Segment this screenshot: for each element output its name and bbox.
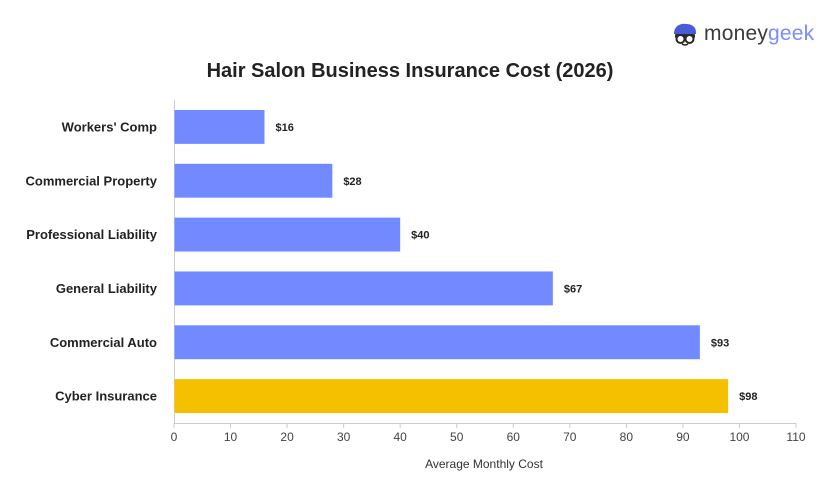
bar (174, 163, 333, 198)
x-tick-label: 10 (224, 430, 238, 444)
data-label: $93 (711, 337, 729, 349)
category-label: Workers' Comp (62, 119, 157, 134)
brand-logo[interactable]: moneygeek (672, 20, 814, 48)
data-label: $40 (411, 230, 429, 242)
x-tick-label: 50 (450, 430, 464, 444)
x-tick-label: 70 (563, 430, 577, 444)
data-label: $28 (343, 176, 361, 188)
bar (174, 271, 553, 306)
moneygeek-mascot-icon (672, 22, 698, 46)
x-tick-label: 80 (620, 430, 634, 444)
data-label: $98 (739, 391, 757, 403)
chart-title: Hair Salon Business Insurance Cost (2026… (206, 60, 614, 82)
x-tick-label: 90 (676, 430, 690, 444)
category-label: Professional Liability (26, 227, 158, 242)
category-label: General Liability (56, 281, 158, 296)
x-tick-label: 40 (394, 430, 408, 444)
brand-name-part1: money (704, 22, 769, 45)
category-label: Commercial Property (26, 173, 158, 188)
x-tick-label: 30 (337, 430, 351, 444)
bar (174, 217, 401, 252)
data-label: $16 (275, 122, 293, 134)
x-tick-label: 20 (280, 430, 294, 444)
data-label: $67 (564, 283, 582, 295)
x-axis-title: Average Monthly Cost (425, 457, 544, 471)
bar (174, 379, 729, 414)
category-label: Cyber Insurance (55, 389, 157, 404)
x-tick-label: 0 (171, 430, 178, 444)
x-tick-label: 100 (729, 430, 749, 444)
bar (174, 109, 265, 144)
brand-name-part2: geek (768, 22, 815, 45)
x-tick-label: 110 (786, 430, 805, 444)
bar (174, 325, 700, 360)
brand-name: moneygeek (704, 20, 814, 48)
x-tick-label: 60 (507, 430, 521, 444)
category-label: Commercial Auto (50, 335, 157, 350)
